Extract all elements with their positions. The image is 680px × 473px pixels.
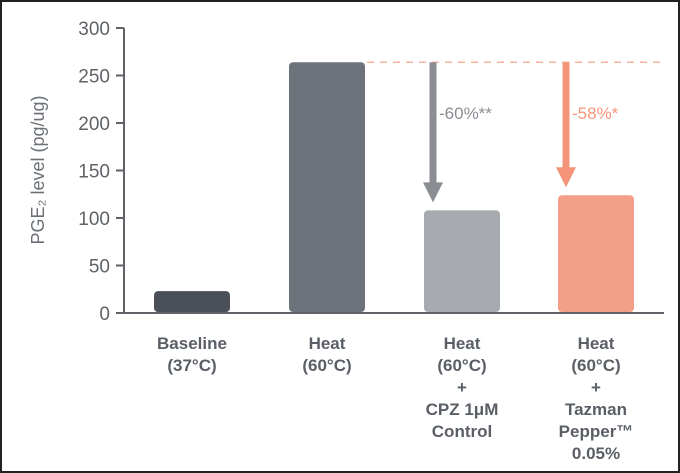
y-tick-label: 300 (78, 19, 110, 40)
category-label-line: Pepper™ (559, 422, 634, 441)
category-label-line: 0.05% (572, 444, 620, 463)
category-label-line: (60°C) (571, 356, 620, 375)
y-tick-label: 100 (78, 209, 110, 230)
category-label-line: + (591, 378, 601, 397)
bar-0 (154, 291, 230, 312)
reduction-annotation: -60%** (439, 104, 492, 123)
category-label-line: (60°C) (302, 356, 351, 375)
category-label-line: + (457, 378, 467, 397)
y-tick-label: 250 (78, 67, 110, 88)
category-label-line: Heat (444, 334, 481, 353)
y-axis-label: PGE₂ level (pg/ug) (28, 95, 48, 244)
y-tick-label: 200 (78, 114, 110, 135)
category-label-line: Control (432, 422, 492, 441)
y-tick-label: 50 (89, 257, 110, 278)
bar-3 (558, 195, 634, 312)
bar-2 (424, 210, 500, 312)
arrow-down-icon (423, 182, 443, 203)
y-tick-label: 0 (99, 304, 110, 325)
arrow-down-icon (556, 167, 576, 188)
category-label-line: (60°C) (437, 356, 486, 375)
category-label-line: Heat (309, 334, 346, 353)
category-label-line: (37°C) (167, 356, 216, 375)
y-tick-label: 150 (78, 162, 110, 183)
category-label-line: CPZ 1μM (426, 400, 499, 419)
reduction-annotation: -58%* (572, 104, 619, 123)
category-label-line: Baseline (157, 334, 227, 353)
category-label-line: Heat (578, 334, 615, 353)
category-label-line: Tazman (565, 400, 627, 419)
bar-1 (289, 62, 365, 313)
